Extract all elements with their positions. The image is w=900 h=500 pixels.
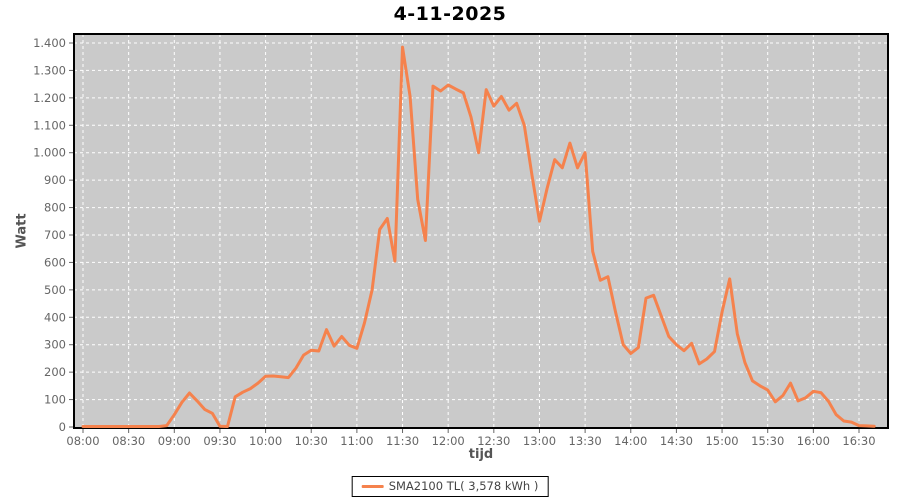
x-tick-label: 11:30: [386, 434, 419, 448]
x-tick-label: 12:30: [477, 434, 510, 448]
x-tick-label: 16:00: [797, 434, 830, 448]
y-tick-label: 1.100: [33, 118, 66, 132]
x-tick-label: 09:00: [158, 434, 191, 448]
series-line: [81, 45, 876, 428]
y-tick-label: 0: [59, 420, 66, 434]
legend: SMA2100 TL( 3,578 kWh ): [351, 476, 549, 497]
y-tick-label: 600: [44, 255, 66, 269]
x-tick-label: 14:30: [660, 434, 693, 448]
x-axis-title: tijd: [468, 447, 494, 462]
y-tick-label: 400: [44, 310, 66, 324]
legend-line-swatch: [361, 484, 384, 488]
plot-background: [74, 34, 888, 428]
y-tick-label: 1.300: [33, 63, 66, 77]
x-tick-label: 16:30: [842, 434, 875, 448]
plot-border: [73, 33, 889, 429]
x-tick-label: 10:30: [295, 434, 328, 448]
x-tick-label: 15:30: [751, 434, 784, 448]
x-tick-label: 08:00: [66, 434, 99, 448]
y-tick-label: 1.400: [33, 36, 66, 50]
y-tick-label: 500: [44, 283, 66, 297]
y-tick-label: 300: [44, 338, 66, 352]
y-tick-label: 800: [44, 201, 66, 215]
x-tick-label: 13:00: [523, 434, 556, 448]
x-tick-label: 13:30: [569, 434, 602, 448]
y-tick-label: 700: [44, 228, 66, 242]
chart-title: 4-11-2025: [393, 3, 507, 25]
x-tick-label: 10:00: [249, 434, 282, 448]
y-tick-label: 100: [44, 393, 66, 407]
x-tick-label: 15:00: [705, 434, 738, 448]
y-tick-label: 1.000: [33, 146, 66, 160]
x-tick-label: 08:30: [112, 434, 145, 448]
x-tick-label: 09:30: [203, 434, 236, 448]
legend-label: SMA2100 TL( 3,578 kWh ): [388, 479, 539, 493]
x-tick-label: 12:00: [432, 434, 465, 448]
y-tick-label: 200: [44, 365, 66, 379]
x-tick-label: 14:00: [614, 434, 647, 448]
y-tick-label: 1.200: [33, 91, 66, 105]
x-tick-label: 11:00: [340, 434, 373, 448]
y-tick-label: 900: [44, 173, 66, 187]
